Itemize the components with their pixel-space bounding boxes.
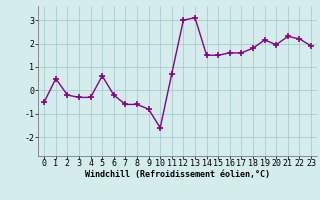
- X-axis label: Windchill (Refroidissement éolien,°C): Windchill (Refroidissement éolien,°C): [85, 170, 270, 179]
